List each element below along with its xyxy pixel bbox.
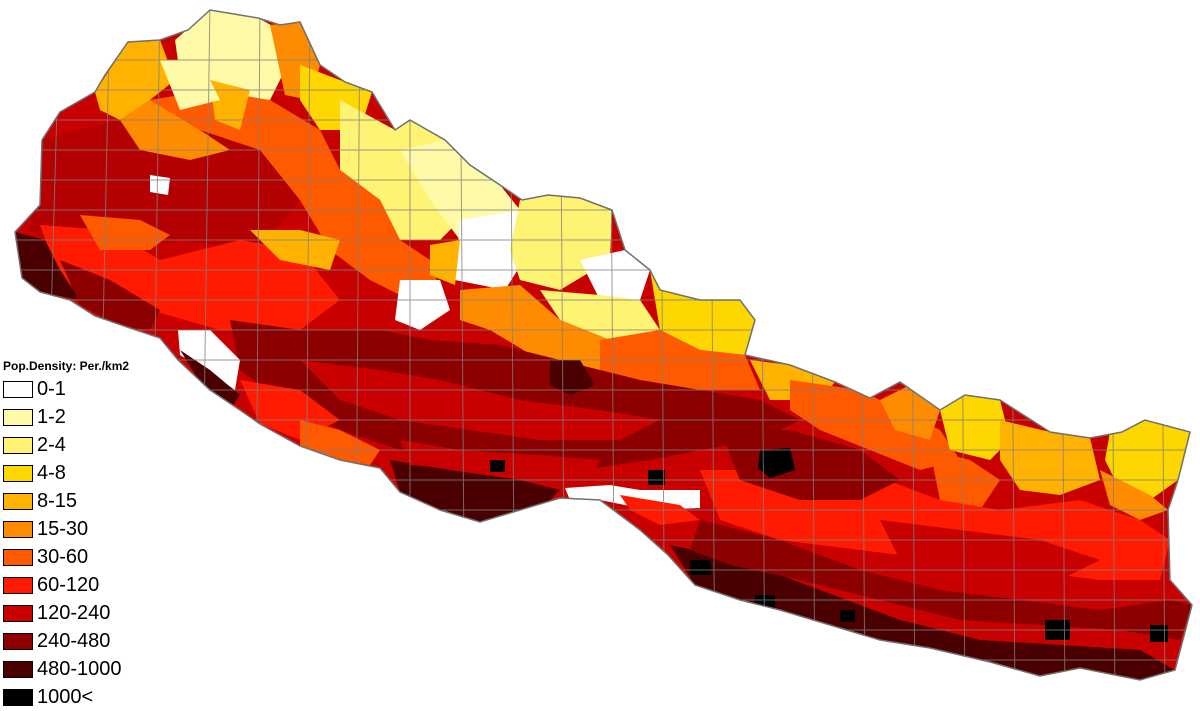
legend-item: 8-15 [3,487,223,515]
region-c-4-8 [650,270,755,355]
legend-item: 480-1000 [3,655,223,683]
region-west-60-120 [40,225,340,330]
legend-label: 15-30 [37,518,89,540]
legend-label: 30-60 [37,546,89,568]
legend-label: 120-240 [37,602,111,624]
legend-label: 2-4 [37,434,66,456]
legend-swatch [3,604,33,622]
region-nw-15-30-b [120,100,230,160]
region-c-0-1-c [395,280,450,330]
region-se-tarai-240 [690,520,1192,640]
legend-label: 1-2 [37,406,66,428]
region-c-15-30 [460,285,610,370]
region-se-1000-d [1150,625,1168,642]
legend-item: 60-120 [3,571,223,599]
region-c-0-1-b [580,250,650,300]
region-west-orange [80,215,170,250]
region-e-4-8 [940,395,1010,460]
legend-rows: 0-1 1-2 2-4 4-8 8-15 15-30 30-60 60-120 120-240 2… [3,375,223,711]
legend-item: 4-8 [3,459,223,487]
region-nw-8-15-b [210,80,250,130]
legend-swatch [3,436,33,454]
legend-swatch [3,464,33,482]
legend-swatch [3,660,33,678]
legend-label: 240-480 [37,630,111,652]
legend-title: Pop.Density: Per./km2 [3,359,130,373]
legend-swatch [3,576,33,594]
region-central-1000-b [648,470,665,485]
country-outline [14,9,1193,681]
region-nw-orange-band [150,90,440,300]
legend-label: 0-1 [37,378,66,400]
region-c-2-4-b [540,290,660,340]
legend-item: 15-30 [3,515,223,543]
region-se-1000-e [840,610,855,622]
region-se-tarai-dark [670,545,1175,680]
legend-swatch [3,408,33,426]
region-kathmandu-dark [550,360,595,395]
legend-item: 30-60 [3,543,223,571]
legend-label: 1000< [37,686,94,708]
region-central-30-60 [300,420,380,465]
region-c-8-15 [430,240,460,285]
region-central-dark [230,320,800,470]
legend-swatch [3,380,33,398]
region-e-30-60 [790,380,960,470]
region-far-west-dark [15,232,80,300]
legend-item: 1000< [3,683,223,711]
legend-item: 2-4 [3,431,223,459]
legend-swatch [3,632,33,650]
legend-swatch [3,688,33,706]
region-e-1000 [758,448,795,478]
legend-label: 4-8 [37,462,66,484]
legend-item: 120-240 [3,599,223,627]
region-nw-1-2-c [160,60,220,110]
region-e-15-30-b [1100,470,1168,520]
region-e-120-240 [880,520,1100,580]
legend-label: 480-1000 [37,658,122,680]
region-w-tarai-dark [180,350,240,410]
legend-item: 0-1 [3,375,223,403]
region-central-1000 [490,460,505,472]
region-e-8-15 [1000,420,1100,495]
legend-label: 8-15 [37,490,78,512]
region-west-tarai-dark [60,260,160,330]
region-west-0-1 [150,175,170,195]
legend-swatch [3,520,33,538]
region-se-1000-a [690,560,712,575]
legend-swatch [3,548,33,566]
legend-swatch [3,492,33,510]
legend-label: 60-120 [37,574,100,596]
map-legend: Pop.Density: Per./km2 0-1 1-2 2-4 4-8 8-15 15… [3,357,223,711]
legend-item: 1-2 [3,403,223,431]
region-e-dark [720,430,900,500]
legend-item: 240-480 [3,627,223,655]
